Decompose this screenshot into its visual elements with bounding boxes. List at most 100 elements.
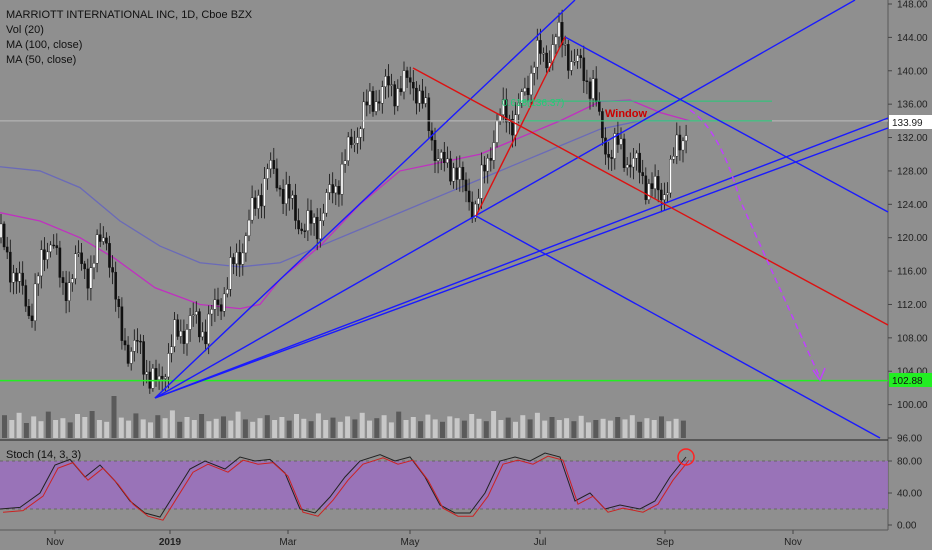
candle-body — [557, 22, 561, 38]
candle-body — [15, 272, 18, 282]
candle-body — [446, 158, 449, 164]
volume-bar — [242, 419, 248, 438]
candle-body — [8, 251, 12, 283]
current-price-badge: 133.99 — [892, 118, 923, 129]
volume-bar — [637, 421, 643, 438]
candle-body — [291, 194, 294, 199]
candle-body — [563, 44, 567, 46]
candle-body — [139, 340, 142, 343]
candle-body — [151, 368, 155, 389]
volume-bar — [469, 414, 475, 438]
candle-body — [477, 198, 480, 205]
candle-body — [632, 157, 635, 168]
volume-bar — [374, 418, 380, 438]
candle-body — [216, 299, 220, 305]
candle-body — [306, 210, 310, 231]
candle-body — [464, 179, 468, 192]
candle-body — [46, 251, 49, 260]
candle-body — [213, 299, 217, 310]
candle-body — [650, 183, 654, 189]
candle-body — [312, 216, 316, 224]
volume-bar — [308, 421, 314, 438]
volume-bar — [629, 415, 635, 438]
candle-body — [176, 319, 180, 337]
candle-body — [204, 331, 207, 345]
legend-ma100: MA (100, close) — [6, 39, 83, 51]
candle-body — [474, 203, 477, 219]
volume-bar — [505, 417, 511, 438]
volume-bar — [622, 419, 628, 438]
candle-body — [95, 234, 99, 264]
candle-body — [58, 247, 62, 278]
volume-bar — [461, 420, 467, 438]
candle-body — [350, 136, 353, 145]
volume-bar — [2, 415, 7, 438]
candle-body — [300, 228, 304, 231]
candle-body — [250, 197, 254, 221]
candle-body — [629, 164, 632, 168]
volume-bar — [571, 421, 577, 438]
candle-body — [145, 371, 149, 375]
fan-line — [154, 0, 576, 399]
volume-bar — [644, 418, 650, 438]
volume-bar — [323, 420, 329, 438]
volume-bar — [593, 420, 599, 438]
stoch-tick-label: 40.00 — [897, 489, 922, 500]
volume-bar — [483, 421, 489, 438]
candle-body — [470, 201, 474, 219]
volume-bar — [67, 422, 73, 438]
stoch-band — [0, 460, 888, 510]
candle-body — [560, 22, 564, 46]
time-tick-label: 2019 — [159, 537, 182, 548]
candle-body — [77, 252, 80, 254]
volume-bar — [250, 421, 256, 438]
volume-bar — [126, 420, 132, 438]
volume-bar — [520, 415, 526, 438]
window-annotation: Window — [605, 108, 647, 120]
volume-bar — [388, 422, 394, 438]
volume-bar — [396, 411, 402, 438]
candle-body — [371, 90, 375, 112]
fib-annotation: 0.618(136.37) — [502, 98, 564, 109]
candle-body — [356, 137, 359, 144]
ma100-line — [0, 120, 690, 268]
candle-body — [653, 176, 657, 189]
volume-bar — [542, 420, 548, 438]
volume-bar — [600, 418, 606, 438]
candle-body — [570, 61, 573, 71]
volume-bar — [235, 411, 241, 438]
candle-body — [269, 160, 273, 170]
candle-body — [185, 329, 189, 344]
candle-body — [111, 267, 114, 273]
candle-body — [660, 189, 663, 201]
candle-body — [675, 134, 679, 157]
candle-body — [368, 90, 372, 106]
candle-body — [359, 128, 362, 138]
candle-body — [284, 184, 288, 204]
candle-body — [520, 91, 524, 104]
candle-body — [154, 368, 158, 380]
candle-body — [421, 90, 424, 104]
volume-bar — [418, 421, 424, 438]
volume-bar — [53, 420, 59, 438]
candle-body — [486, 158, 490, 172]
candle-body — [449, 158, 452, 182]
volume-bar — [38, 421, 44, 438]
candle-body — [36, 275, 40, 285]
candle-body — [241, 252, 245, 265]
candle-body — [281, 189, 285, 204]
candle-body — [12, 272, 15, 283]
price-axis: 148.00 144.00 140.00 136.00 132.00 128.00 124.… — [888, 0, 928, 445]
chart-legend: MARRIOTT INTERNATIONAL INC, 1D, Cboe BZX… — [6, 8, 252, 68]
volume-bar — [140, 419, 146, 438]
volume-bar — [578, 415, 584, 438]
candle-body — [353, 143, 356, 145]
candle-body — [132, 340, 136, 352]
candle-body — [70, 278, 74, 283]
candle-body — [424, 97, 428, 104]
fan-line — [154, 0, 856, 399]
candle-body — [0, 223, 3, 238]
candle-body — [365, 101, 369, 106]
price-tick-label: 132.00 — [897, 133, 928, 144]
